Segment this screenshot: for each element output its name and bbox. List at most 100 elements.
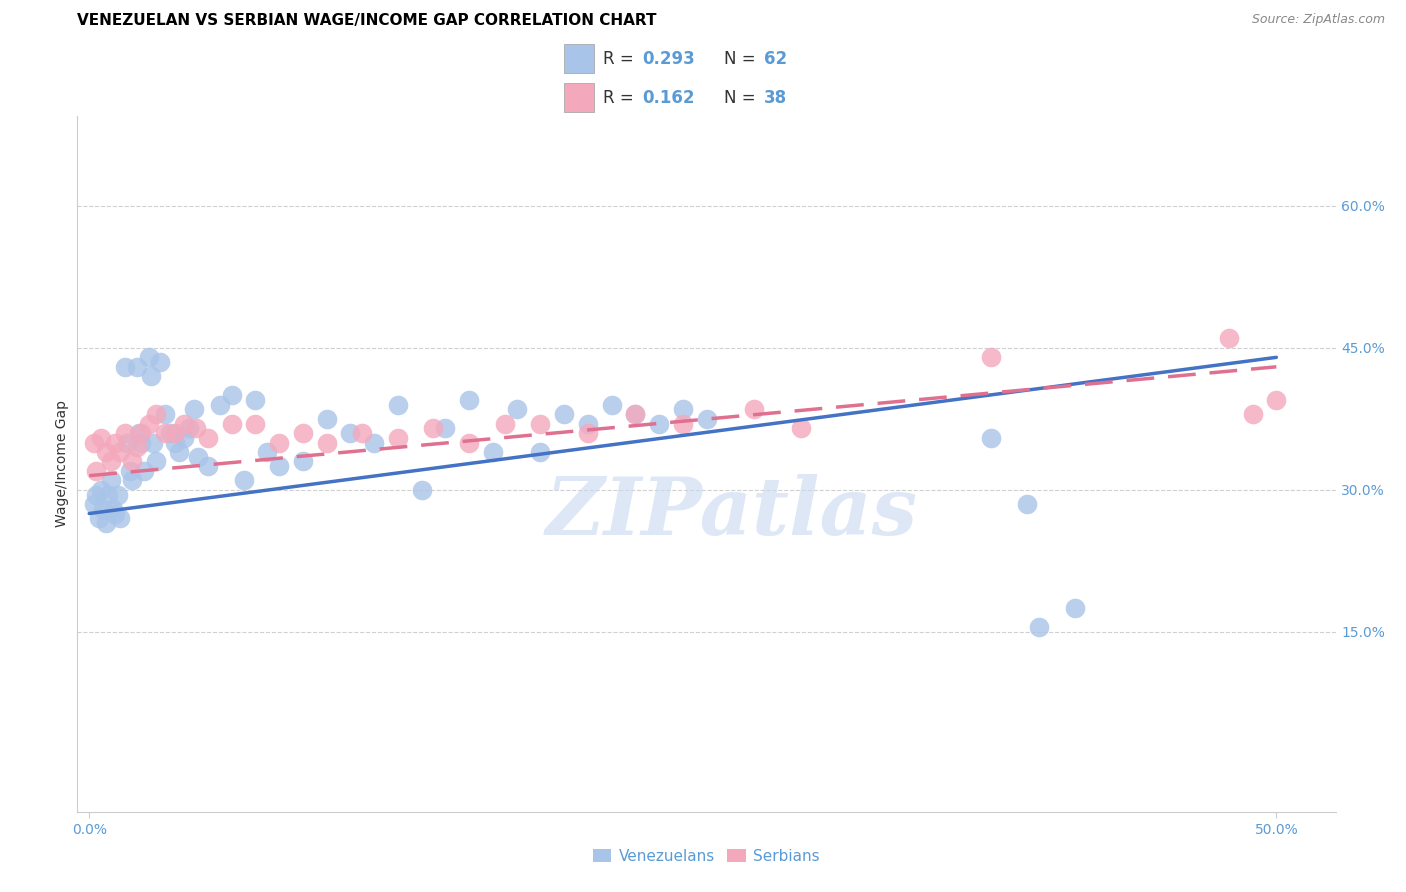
Point: [269, 435, 291, 450]
Point: [187, 450, 209, 464]
Point: [90, 483, 112, 497]
Point: [1063, 601, 1085, 615]
Point: [197, 459, 219, 474]
Bar: [564, 44, 593, 73]
Point: [101, 501, 124, 516]
Text: ZIPatlas: ZIPatlas: [546, 474, 918, 551]
Point: [458, 435, 481, 450]
Point: [121, 454, 143, 468]
Point: [125, 359, 148, 374]
Point: [163, 426, 186, 441]
Point: [269, 459, 291, 474]
Bar: [564, 83, 593, 112]
Point: [83, 435, 105, 450]
Point: [115, 435, 138, 450]
Point: [458, 392, 481, 407]
Point: [790, 421, 813, 435]
Text: Source: ZipAtlas.com: Source: ZipAtlas.com: [1251, 13, 1385, 27]
Point: [529, 417, 551, 431]
Point: [494, 417, 516, 431]
Point: [169, 445, 191, 459]
Point: [93, 501, 115, 516]
Point: [100, 474, 122, 488]
Point: [482, 445, 505, 459]
Text: 62: 62: [763, 50, 786, 68]
Point: [138, 417, 160, 431]
Point: [696, 412, 718, 426]
Legend: Venezuelans, Serbians: Venezuelans, Serbians: [586, 843, 827, 871]
Text: N =: N =: [724, 50, 761, 68]
Text: VENEZUELAN VS SERBIAN WAGE/INCOME GAP CORRELATION CHART: VENEZUELAN VS SERBIAN WAGE/INCOME GAP CO…: [77, 13, 657, 29]
Point: [149, 355, 172, 369]
Point: [142, 435, 165, 450]
Point: [153, 407, 176, 421]
Point: [108, 511, 131, 525]
Point: [742, 402, 765, 417]
Point: [118, 464, 141, 478]
Point: [553, 407, 575, 421]
Point: [86, 464, 108, 478]
Point: [104, 435, 127, 450]
Point: [529, 445, 551, 459]
Point: [315, 435, 337, 450]
Point: [245, 392, 267, 407]
Point: [648, 417, 671, 431]
Point: [132, 464, 155, 478]
Point: [90, 431, 112, 445]
Point: [197, 431, 219, 445]
Point: [128, 426, 150, 441]
Point: [153, 426, 176, 441]
Point: [104, 507, 127, 521]
Point: [245, 417, 267, 431]
Point: [221, 417, 243, 431]
Point: [387, 431, 409, 445]
Point: [97, 487, 120, 501]
Text: 38: 38: [763, 88, 786, 106]
Point: [125, 440, 148, 454]
Point: [184, 421, 207, 435]
Point: [108, 445, 131, 459]
Point: [86, 487, 108, 501]
Point: [138, 351, 160, 365]
Point: [177, 421, 200, 435]
Point: [107, 487, 129, 501]
Point: [980, 351, 1002, 365]
Point: [83, 497, 105, 511]
Point: [114, 359, 136, 374]
Text: N =: N =: [724, 88, 761, 106]
Point: [94, 516, 117, 530]
Point: [121, 474, 143, 488]
Point: [173, 431, 195, 445]
Point: [980, 431, 1002, 445]
Point: [232, 474, 254, 488]
Point: [624, 407, 647, 421]
Point: [1265, 392, 1288, 407]
Point: [422, 421, 444, 435]
Point: [434, 421, 457, 435]
Point: [387, 398, 409, 412]
Point: [411, 483, 433, 497]
Point: [131, 426, 153, 441]
Point: [256, 445, 278, 459]
Point: [159, 426, 181, 441]
Text: R =: R =: [603, 88, 638, 106]
Point: [672, 417, 695, 431]
Point: [183, 402, 205, 417]
Point: [291, 454, 314, 468]
Point: [576, 417, 599, 431]
Point: [1218, 331, 1240, 345]
Point: [114, 426, 136, 441]
Point: [145, 454, 167, 468]
Point: [94, 445, 117, 459]
Point: [131, 435, 153, 450]
Point: [221, 388, 243, 402]
Point: [100, 454, 122, 468]
Point: [600, 398, 623, 412]
Point: [208, 398, 231, 412]
Point: [1028, 620, 1050, 634]
Point: [1241, 407, 1264, 421]
Text: R =: R =: [603, 50, 638, 68]
Point: [145, 407, 167, 421]
Point: [139, 369, 162, 384]
Point: [505, 402, 527, 417]
